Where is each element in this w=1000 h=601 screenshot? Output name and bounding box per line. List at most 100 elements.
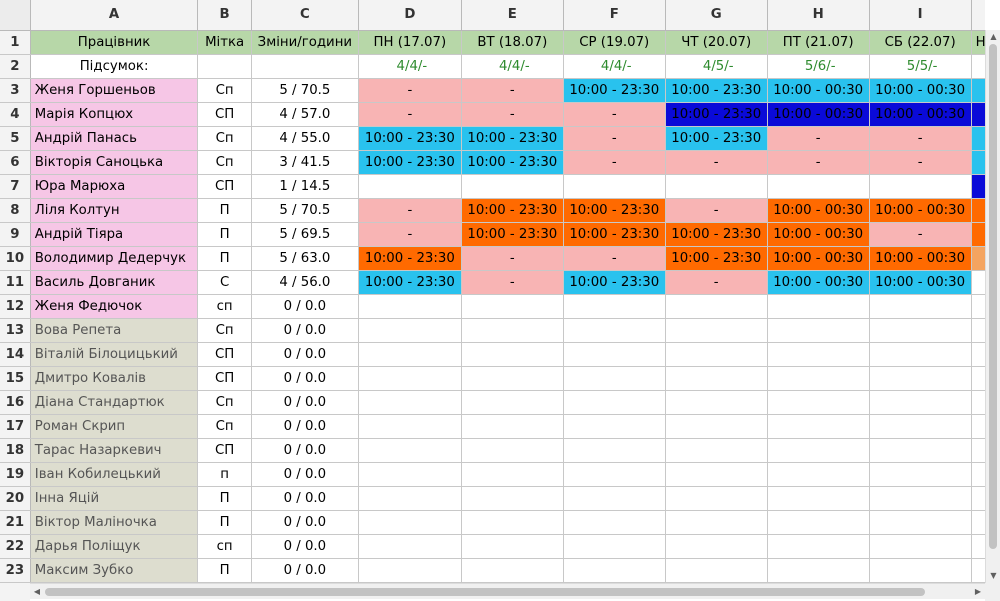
spreadsheet-viewport[interactable]: A B C D E F G H I 1 Працівник Мітка Змін… — [0, 0, 985, 583]
cell-shift[interactable] — [461, 390, 564, 415]
cell-shift-total[interactable]: 5 / 69.5 — [251, 222, 359, 247]
cell-shift[interactable] — [869, 294, 972, 319]
cell-tag[interactable]: П — [197, 510, 252, 535]
cell-shift[interactable] — [563, 390, 666, 415]
cell-summary-value[interactable]: 4/4/- — [358, 54, 462, 79]
triangle-right-icon[interactable]: ▶ — [974, 587, 982, 596]
cell-shift[interactable] — [461, 174, 564, 199]
cell-shift-total[interactable]: 1 / 14.5 — [251, 174, 359, 199]
cell-shift-total[interactable]: 0 / 0.0 — [251, 342, 359, 367]
cell-shift[interactable] — [665, 342, 768, 367]
cell-tag[interactable]: Сп — [197, 126, 252, 151]
cell-shift[interactable]: - — [563, 150, 666, 175]
cell-shift[interactable] — [358, 366, 462, 391]
cell-tag[interactable]: П — [197, 222, 252, 247]
cell-shift[interactable] — [767, 366, 870, 391]
cell-shift[interactable] — [358, 534, 462, 559]
cell-shift[interactable] — [665, 294, 768, 319]
cell-shifts-header[interactable]: Зміни/години — [251, 30, 359, 55]
row-number[interactable]: 10 — [0, 246, 31, 271]
cell-shift[interactable] — [461, 342, 564, 367]
cell-employee-name[interactable]: Василь Довганик — [30, 270, 199, 295]
cell-shift-total[interactable]: 0 / 0.0 — [251, 414, 359, 439]
cell-shift[interactable] — [665, 438, 768, 463]
cell-shift[interactable]: - — [358, 78, 462, 103]
row-number[interactable]: 13 — [0, 318, 31, 343]
cell-shift[interactable] — [358, 510, 462, 535]
cell-tag[interactable]: СП — [197, 174, 252, 199]
column-header-h[interactable]: H — [767, 0, 870, 31]
cell-shift-partial[interactable] — [971, 366, 985, 391]
cell-tag[interactable]: СП — [197, 438, 252, 463]
cell-employee-name[interactable]: Женя Горшеньов — [30, 78, 199, 103]
cell-shift[interactable]: 10:00 - 00:30 — [869, 102, 972, 127]
cell-shift[interactable] — [665, 414, 768, 439]
cell-tag[interactable]: сп — [197, 534, 252, 559]
cell-summary-value[interactable]: 5/5/- — [869, 54, 972, 79]
cell-empty[interactable] — [251, 54, 359, 79]
cell-shift[interactable]: - — [563, 246, 666, 271]
cell-shift-partial[interactable] — [971, 510, 985, 535]
cell-employee-name[interactable]: Дмитро Ковалів — [30, 366, 199, 391]
cell-shift-total[interactable]: 0 / 0.0 — [251, 318, 359, 343]
cell-tag[interactable]: Сп — [197, 78, 252, 103]
cell-shift[interactable]: 10:00 - 00:30 — [767, 198, 870, 223]
cell-shift-partial[interactable] — [971, 126, 985, 151]
cell-shift[interactable] — [869, 390, 972, 415]
cell-shift[interactable] — [461, 318, 564, 343]
cell-shift-total[interactable]: 5 / 70.5 — [251, 198, 359, 223]
row-number[interactable]: 4 — [0, 102, 31, 127]
column-header-d[interactable]: D — [358, 0, 462, 31]
cell-employee-name[interactable]: Андрій Тіяра — [30, 222, 199, 247]
cell-employee-name[interactable]: Андрій Панась — [30, 126, 199, 151]
cell-shift[interactable] — [767, 462, 870, 487]
cell-summary-label[interactable]: Підсумок: — [30, 54, 199, 79]
cell-shift[interactable] — [358, 462, 462, 487]
cell-shift[interactable] — [563, 534, 666, 559]
cell-summary-value[interactable]: 4/5/- — [665, 54, 768, 79]
cell-shift[interactable]: 10:00 - 23:30 — [665, 222, 768, 247]
cell-shift[interactable]: 10:00 - 23:30 — [665, 102, 768, 127]
cell-shift-partial[interactable] — [971, 246, 985, 271]
cell-shift[interactable] — [665, 534, 768, 559]
cell-shift[interactable]: - — [665, 150, 768, 175]
cell-shift[interactable] — [461, 294, 564, 319]
cell-shift[interactable] — [358, 438, 462, 463]
cell-shift[interactable] — [665, 174, 768, 199]
cell-shift[interactable] — [665, 486, 768, 511]
spreadsheet-grid[interactable]: A B C D E F G H I 1 Працівник Мітка Змін… — [0, 0, 985, 583]
vertical-scroll-thumb[interactable] — [989, 44, 997, 549]
cell-shift-partial[interactable] — [971, 150, 985, 175]
cell-shift[interactable]: 10:00 - 23:30 — [461, 126, 564, 151]
cell-shift-partial[interactable] — [971, 198, 985, 223]
cell-shift[interactable]: 10:00 - 00:30 — [767, 102, 870, 127]
column-header-g[interactable]: G — [665, 0, 768, 31]
cell-shift[interactable]: - — [461, 246, 564, 271]
cell-shift-total[interactable]: 0 / 0.0 — [251, 390, 359, 415]
cell-shift[interactable] — [358, 342, 462, 367]
cell-tag[interactable]: П — [197, 486, 252, 511]
cell-shift[interactable]: 10:00 - 00:30 — [869, 78, 972, 103]
cell-tag[interactable]: С — [197, 270, 252, 295]
cell-shift[interactable] — [461, 486, 564, 511]
cell-shift[interactable]: - — [869, 126, 972, 151]
cell-tag[interactable]: Сп — [197, 414, 252, 439]
cell-shift[interactable]: - — [563, 102, 666, 127]
cell-shift[interactable] — [358, 318, 462, 343]
cell-shift-total[interactable]: 0 / 0.0 — [251, 510, 359, 535]
cell-employee-name[interactable]: Ліля Колтун — [30, 198, 199, 223]
cell-employee-name[interactable]: Вова Репета — [30, 318, 199, 343]
cell-shift[interactable] — [563, 510, 666, 535]
row-number[interactable]: 16 — [0, 390, 31, 415]
cell-shift[interactable]: - — [358, 198, 462, 223]
cell-day-header[interactable]: ЧТ (20.07) — [665, 30, 768, 55]
cell-summary-value[interactable]: 5/6/- — [767, 54, 870, 79]
row-number[interactable]: 14 — [0, 342, 31, 367]
cell-shift-partial[interactable] — [971, 342, 985, 367]
cell-shift-partial[interactable] — [971, 174, 985, 199]
column-header-b[interactable]: B — [197, 0, 252, 31]
cell-shift-partial[interactable] — [971, 222, 985, 247]
cell-shift[interactable] — [358, 414, 462, 439]
cell-shift-partial[interactable] — [971, 558, 985, 583]
cell-tag[interactable]: сп — [197, 294, 252, 319]
